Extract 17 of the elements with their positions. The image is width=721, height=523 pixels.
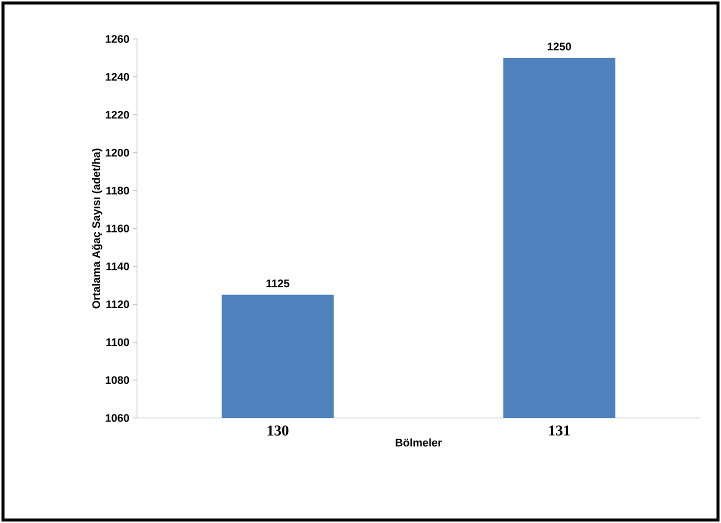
- data-label: 1125: [266, 280, 290, 288]
- y-tick-label: 1180: [106, 186, 130, 194]
- y-tick-label: 1160: [106, 224, 130, 232]
- x-tick-label: 131: [549, 426, 570, 436]
- y-tick-label: 1080: [106, 376, 130, 384]
- y-axis-title: Ortalama Ağaç Sayısı (adet/ha): [92, 148, 102, 308]
- y-tick-label: 1060: [106, 414, 130, 422]
- y-tick-label: 1260: [106, 35, 130, 43]
- y-tick-label: 1220: [106, 110, 130, 119]
- y-tick-label: 1120: [106, 300, 130, 308]
- y-tick-label: 1140: [106, 262, 130, 270]
- y-tick-label: 1100: [106, 338, 130, 346]
- x-axis-title: Bölmeler: [396, 438, 442, 446]
- x-tick-label: 130: [268, 426, 288, 436]
- y-tick-label: 1240: [106, 73, 130, 81]
- data-label: 1250: [548, 42, 571, 50]
- y-tick-label: 1200: [106, 148, 130, 157]
